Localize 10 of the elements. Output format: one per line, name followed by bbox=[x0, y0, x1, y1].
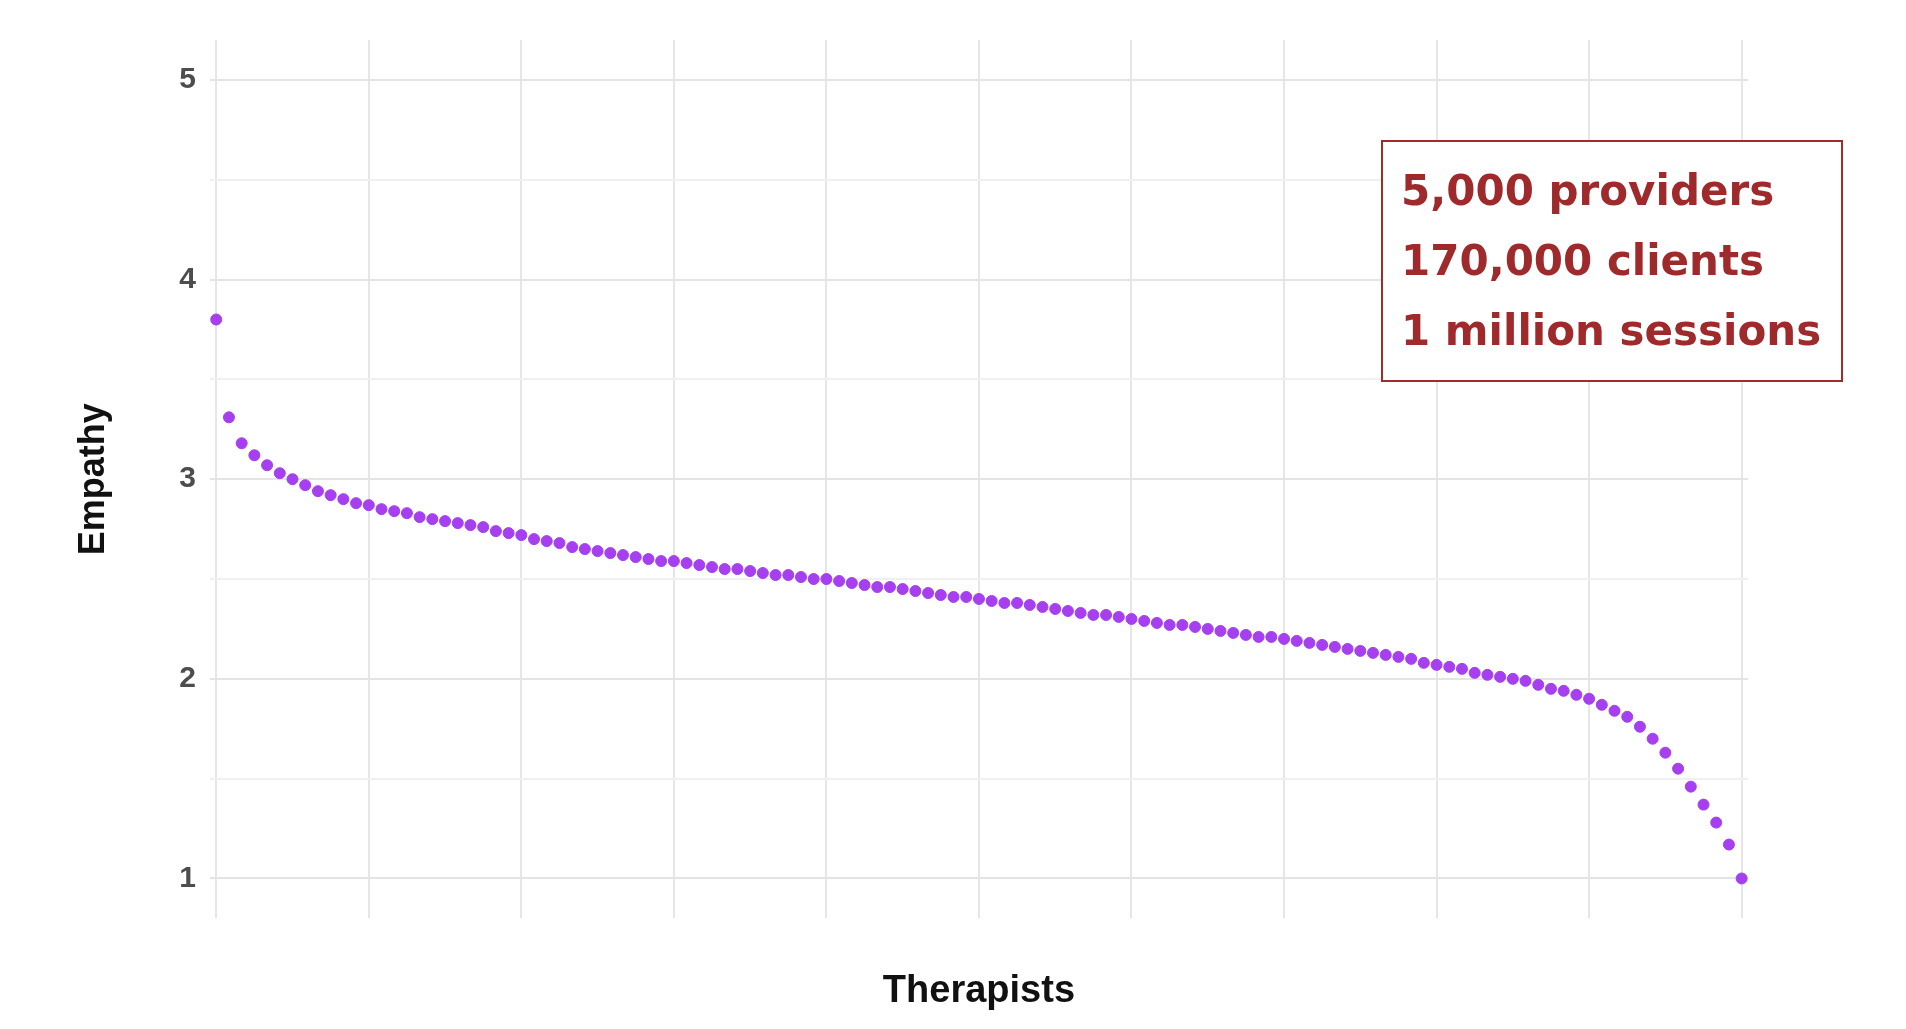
annotation: 5,000 providers bbox=[1401, 165, 1776, 217]
x-axis-title: Therapists bbox=[882, 967, 1076, 1010]
y-tick-label: 1 bbox=[179, 859, 196, 893]
y-tick-label: 2 bbox=[179, 660, 196, 694]
annotation: 170,000 clients bbox=[1401, 235, 1766, 287]
y-tick-label: 5 bbox=[179, 61, 196, 95]
y-tick-label: 4 bbox=[179, 260, 197, 294]
y-axis-title: Empathy bbox=[70, 403, 112, 556]
annotation: 1 million sessions bbox=[1401, 305, 1822, 357]
y-tick-label: 3 bbox=[179, 460, 196, 494]
